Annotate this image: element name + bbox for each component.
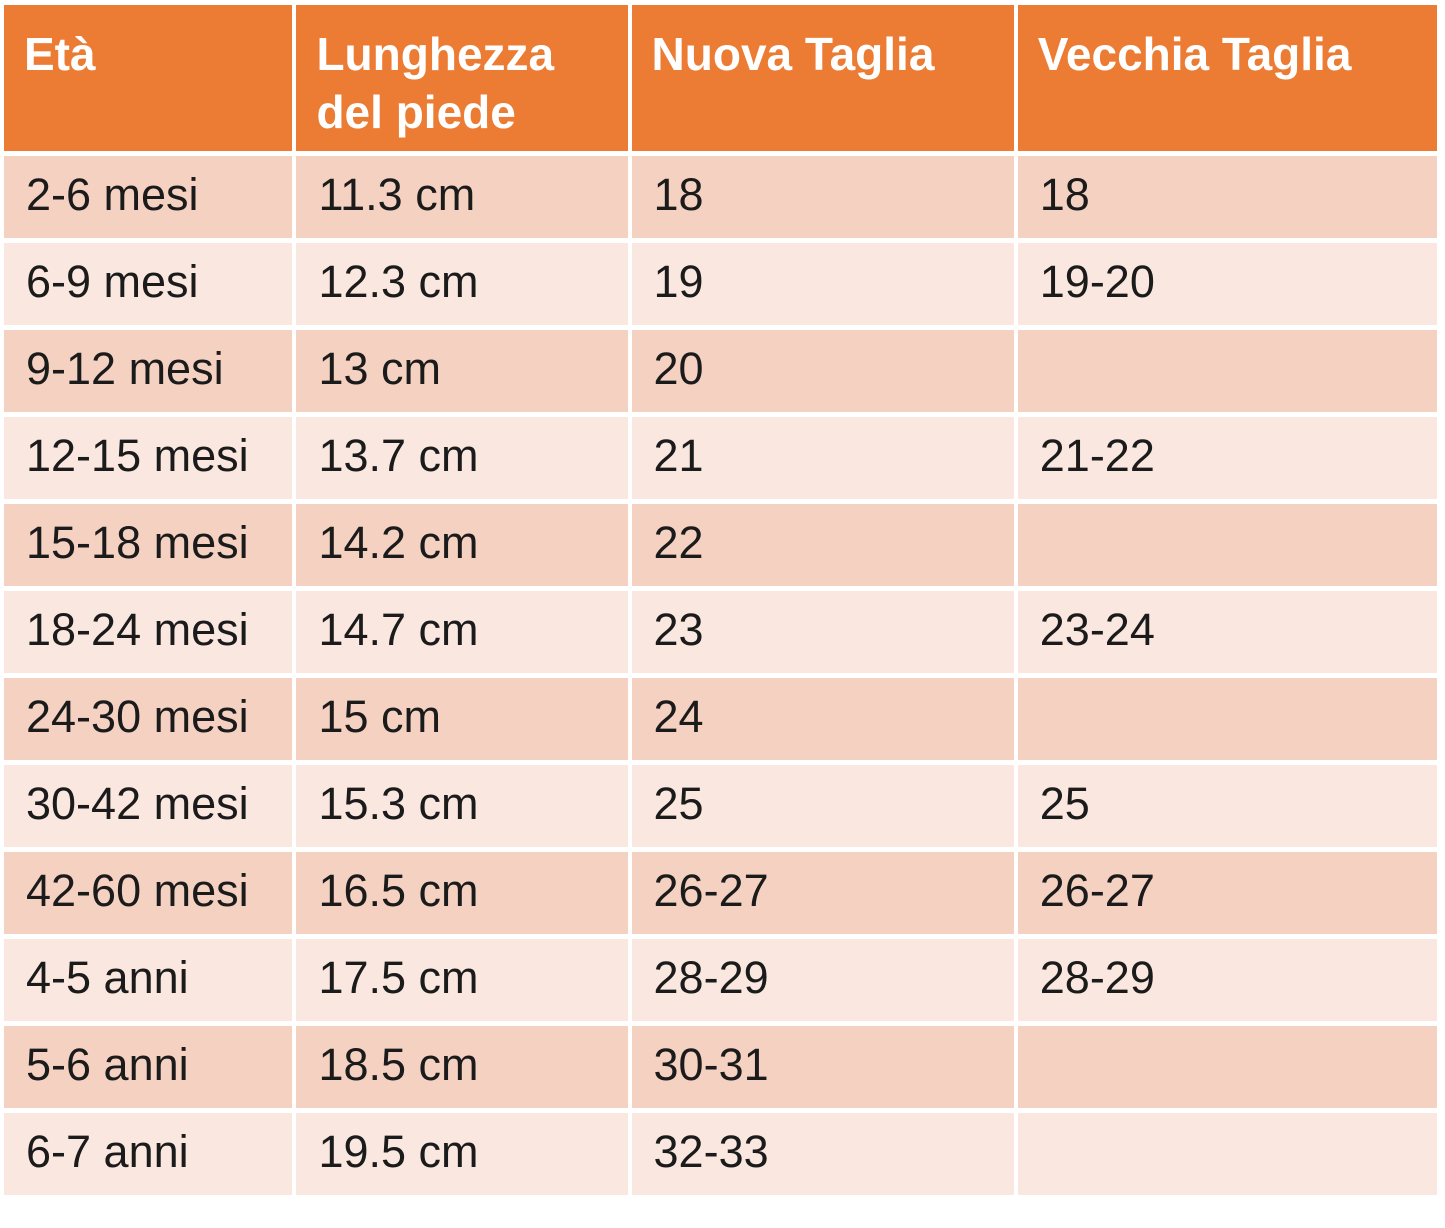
table-cell-eta: 2-6 mesi [4, 156, 293, 238]
table-cell-nuova-taglia: 28-29 [631, 939, 1014, 1021]
table-row: 12-15 mesi 13.7 cm 21 21-22 [4, 417, 1437, 499]
table-cell-nuova-taglia: 30-31 [631, 1026, 1014, 1108]
table-row: 9-12 mesi 13 cm 20 [4, 330, 1437, 412]
table-cell-lunghezza: 15 cm [296, 678, 628, 760]
table-cell-lunghezza: 12.3 cm [296, 243, 628, 325]
table-cell-lunghezza: 16.5 cm [296, 852, 628, 934]
table-cell-eta: 15-18 mesi [4, 504, 293, 586]
table-cell-nuova-taglia: 25 [631, 765, 1014, 847]
table-cell-vecchia-taglia: 23-24 [1017, 591, 1437, 673]
table-row: 2-6 mesi 11.3 cm 18 18 [4, 156, 1437, 238]
header-cell-lunghezza-del-piede: Lunghezza del piede [296, 5, 628, 151]
table-cell-lunghezza: 14.2 cm [296, 504, 628, 586]
header-cell-nuova-taglia: Nuova Taglia [631, 5, 1014, 151]
table-cell-eta: 24-30 mesi [4, 678, 293, 760]
table-cell-vecchia-taglia [1017, 504, 1437, 586]
shoe-size-chart-table: Età Lunghezza del piede Nuova Taglia Vec… [4, 5, 1437, 1195]
table-body: 2-6 mesi 11.3 cm 18 18 6-9 mesi 12.3 cm 19 19-2… [4, 156, 1437, 1195]
table-cell-eta: 5-6 anni [4, 1026, 293, 1108]
table-cell-vecchia-taglia [1017, 1113, 1437, 1195]
table-row: 30-42 mesi 15.3 cm 25 25 [4, 765, 1437, 847]
table-row: 18-24 mesi 14.7 cm 23 23-24 [4, 591, 1437, 673]
table-cell-lunghezza: 13.7 cm [296, 417, 628, 499]
header-row: Età Lunghezza del piede Nuova Taglia Vec… [4, 5, 1437, 151]
table-cell-vecchia-taglia: 26-27 [1017, 852, 1437, 934]
header-cell-eta: Età [4, 5, 293, 151]
table-row: 42-60 mesi 16.5 cm 26-27 26-27 [4, 852, 1437, 934]
table-cell-eta: 9-12 mesi [4, 330, 293, 412]
table-cell-eta: 6-9 mesi [4, 243, 293, 325]
header-cell-vecchia-taglia: Vecchia Taglia [1017, 5, 1437, 151]
table-cell-nuova-taglia: 26-27 [631, 852, 1014, 934]
table-row: 24-30 mesi 15 cm 24 [4, 678, 1437, 760]
table-cell-lunghezza: 14.7 cm [296, 591, 628, 673]
table-cell-nuova-taglia: 20 [631, 330, 1014, 412]
table-row: 4-5 anni 17.5 cm 28-29 28-29 [4, 939, 1437, 1021]
table-cell-nuova-taglia: 22 [631, 504, 1014, 586]
table-cell-lunghezza: 11.3 cm [296, 156, 628, 238]
table-row: 6-9 mesi 12.3 cm 19 19-20 [4, 243, 1437, 325]
table-cell-vecchia-taglia [1017, 1026, 1437, 1108]
table-cell-nuova-taglia: 23 [631, 591, 1014, 673]
table-cell-lunghezza: 17.5 cm [296, 939, 628, 1021]
table-cell-eta: 12-15 mesi [4, 417, 293, 499]
table-cell-vecchia-taglia: 19-20 [1017, 243, 1437, 325]
table-cell-nuova-taglia: 19 [631, 243, 1014, 325]
table-cell-nuova-taglia: 18 [631, 156, 1014, 238]
table-cell-eta: 18-24 mesi [4, 591, 293, 673]
table-row: 15-18 mesi 14.2 cm 22 [4, 504, 1437, 586]
table-cell-eta: 6-7 anni [4, 1113, 293, 1195]
table-row: 5-6 anni 18.5 cm 30-31 [4, 1026, 1437, 1108]
table-cell-eta: 30-42 mesi [4, 765, 293, 847]
table-cell-nuova-taglia: 24 [631, 678, 1014, 760]
table-cell-lunghezza: 18.5 cm [296, 1026, 628, 1108]
table-row: 6-7 anni 19.5 cm 32-33 [4, 1113, 1437, 1195]
table-cell-nuova-taglia: 21 [631, 417, 1014, 499]
table-cell-lunghezza: 13 cm [296, 330, 628, 412]
table-cell-nuova-taglia: 32-33 [631, 1113, 1014, 1195]
table-cell-vecchia-taglia: 25 [1017, 765, 1437, 847]
table-cell-vecchia-taglia: 28-29 [1017, 939, 1437, 1021]
table-cell-vecchia-taglia [1017, 678, 1437, 760]
table-cell-vecchia-taglia: 18 [1017, 156, 1437, 238]
table-cell-vecchia-taglia: 21-22 [1017, 417, 1437, 499]
table-cell-vecchia-taglia [1017, 330, 1437, 412]
table-cell-eta: 4-5 anni [4, 939, 293, 1021]
table-cell-lunghezza: 19.5 cm [296, 1113, 628, 1195]
table-cell-eta: 42-60 mesi [4, 852, 293, 934]
table-cell-lunghezza: 15.3 cm [296, 765, 628, 847]
